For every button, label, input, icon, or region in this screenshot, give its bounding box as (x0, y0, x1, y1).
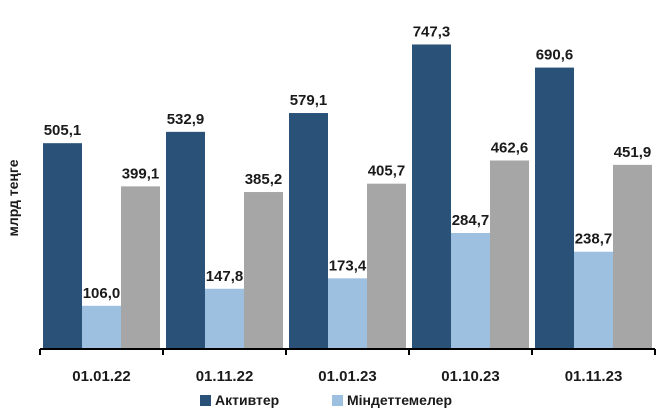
x-tick-label-2: 01.01.23 (318, 368, 376, 385)
value-label-assets-2: 579,1 (290, 92, 328, 109)
legend-swatch-liabilities (332, 395, 343, 406)
x-tick-label-0: 01.01.22 (72, 368, 130, 385)
bar-liabilities-0 (82, 305, 121, 349)
bar-series3-2 (367, 183, 406, 349)
bars-layer (43, 44, 652, 349)
bar-assets-3 (412, 44, 451, 349)
legend-label-assets: Активтер (215, 392, 279, 408)
bar-liabilities-2 (328, 278, 367, 349)
value-label-series3-1: 385,2 (245, 171, 283, 188)
value-label-assets-4: 690,6 (536, 47, 574, 64)
x-tick-label-1: 01.11.22 (196, 368, 254, 385)
value-label-liabilities-2: 173,4 (329, 257, 367, 274)
bar-assets-2 (289, 113, 328, 349)
value-label-assets-1: 532,9 (167, 111, 205, 128)
x-tick-label-3: 01.10.23 (441, 368, 499, 385)
bar-series3-3 (490, 160, 529, 349)
bar-assets-1 (166, 131, 205, 349)
x-axis-ticks: 01.01.22 01.11.22 01.01.23 01.10.23 01.11.23 (39, 349, 656, 385)
value-label-series3-2: 405,7 (368, 163, 406, 180)
x-tick-label-4: 01.11.23 (565, 368, 623, 385)
bar-series3-4 (613, 164, 652, 349)
value-labels-layer: 505,1 106,0 399,1 532,9 147,8 385,2 579,1 173,4… (44, 23, 652, 301)
y-axis-label: млрд теңге (5, 159, 21, 236)
value-label-liabilities-1: 147,8 (206, 268, 244, 285)
bar-liabilities-4 (574, 251, 613, 349)
value-label-assets-3: 747,3 (413, 23, 451, 40)
legend: Активтер Міндеттемелер (200, 392, 452, 408)
value-label-series3-4: 451,9 (614, 144, 652, 161)
bar-series3-1 (244, 192, 283, 349)
bar-assets-4 (535, 67, 574, 349)
legend-label-liabilities: Міндеттемелер (347, 392, 452, 408)
legend-swatch-assets (200, 395, 211, 406)
value-label-liabilities-3: 284,7 (452, 212, 490, 229)
bar-series3-0 (121, 186, 160, 349)
value-label-liabilities-4: 238,7 (575, 231, 613, 248)
value-label-series3-3: 462,6 (491, 139, 529, 156)
bar-liabilities-3 (451, 232, 490, 349)
value-label-liabilities-0: 106,0 (83, 285, 121, 302)
value-label-assets-0: 505,1 (44, 122, 82, 139)
bar-assets-0 (43, 143, 82, 349)
bar-liabilities-1 (205, 288, 244, 349)
value-label-series3-0: 399,1 (122, 165, 160, 182)
